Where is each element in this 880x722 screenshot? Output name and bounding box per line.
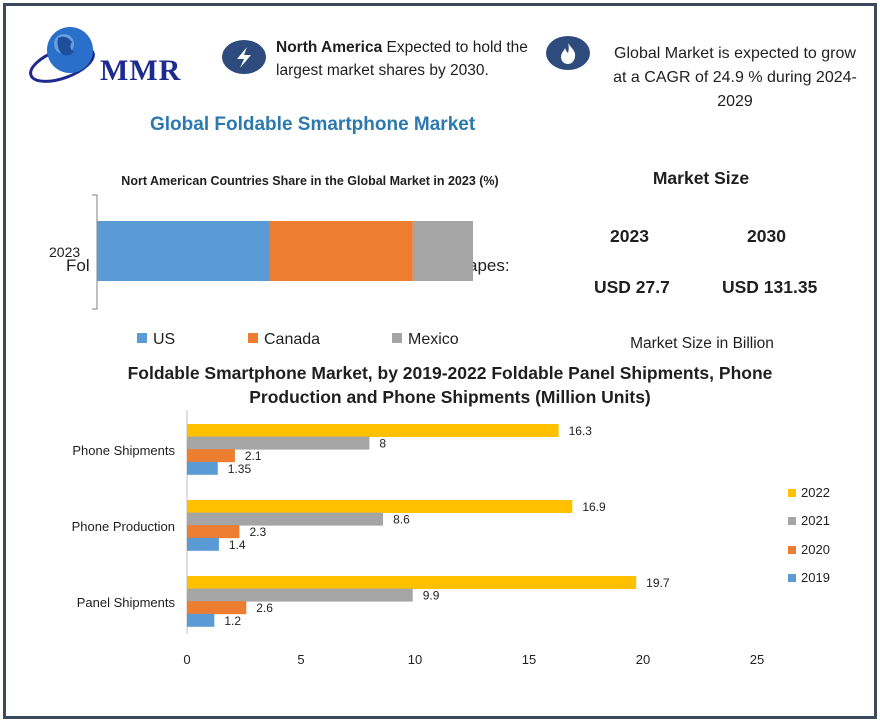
legend-label-2021: 2021 xyxy=(801,513,830,528)
data-label-2021-2: 9.9 xyxy=(423,589,440,603)
legend-label: Canada xyxy=(264,331,321,348)
outer-frame xyxy=(3,3,877,719)
data-label-2020-0: 2.1 xyxy=(245,449,262,463)
data-label-2019-1: 1.4 xyxy=(229,538,246,552)
legend-item-us: US xyxy=(137,331,175,349)
bar-2022-0 xyxy=(187,424,559,437)
data-label-2021-1: 8.6 xyxy=(393,513,410,527)
market-value-b: USD 131.35 xyxy=(722,277,818,297)
bar-2021-0 xyxy=(187,436,370,450)
mmr-logo: MMR xyxy=(28,20,198,92)
overlap-text-right: apes: xyxy=(468,256,510,275)
legend-label: US xyxy=(153,331,176,348)
legend-label-2020: 2020 xyxy=(801,542,830,557)
x-tick-label-0: 0 xyxy=(183,652,190,667)
data-label-2020-2: 2.6 xyxy=(256,601,273,615)
bar-2019-2 xyxy=(187,613,215,627)
globe-icon xyxy=(29,27,95,83)
bar-2020-1 xyxy=(187,525,240,539)
market-size-unit: Market Size in Billion xyxy=(630,335,774,352)
legend-swatch xyxy=(137,333,147,343)
bar-2022-1 xyxy=(187,500,573,513)
legend-swatch-2020 xyxy=(788,546,796,554)
legend-swatch-2022 xyxy=(788,489,796,497)
bar-2021-1 xyxy=(187,512,384,526)
stacked-category-label: 2023 xyxy=(49,244,80,260)
bar-2019-1 xyxy=(187,537,219,551)
main-title: Global Foldable Smartphone Market xyxy=(150,114,476,135)
logo-text: MMR xyxy=(100,54,182,87)
bar-2019-0 xyxy=(187,461,218,475)
data-label-2020-1: 2.3 xyxy=(249,525,266,539)
category-label-0: Phone Shipments xyxy=(72,443,175,458)
legend-label-2022: 2022 xyxy=(801,485,830,500)
market-year-b: 2030 xyxy=(747,226,786,246)
data-label-2022-0: 16.3 xyxy=(569,424,593,438)
grouped-chart-title: Foldable Smartphone Market, by 2019-2022… xyxy=(127,363,773,407)
data-label-2019-2: 1.2 xyxy=(224,614,241,628)
x-tick-label-4: 20 xyxy=(636,652,650,667)
bar-2020-0 xyxy=(187,449,235,463)
legend-swatch-2019 xyxy=(788,574,796,582)
legend-item-canada: Canada xyxy=(248,331,320,349)
overlap-text-left: Fol xyxy=(66,256,90,275)
legend-swatch xyxy=(392,333,402,343)
data-label-2019-0: 1.35 xyxy=(228,462,252,476)
stacked-bar-us xyxy=(97,221,270,281)
legend-swatch xyxy=(248,333,258,343)
x-tick-label-1: 5 xyxy=(297,652,304,667)
x-tick-label-3: 15 xyxy=(522,652,536,667)
x-tick-label-2: 10 xyxy=(408,652,422,667)
x-tick-label-5: 25 xyxy=(750,652,764,667)
market-size-title: Market Size xyxy=(652,168,750,188)
region-info: North America Expected to hold the large… xyxy=(276,36,546,82)
data-label-2022-1: 16.9 xyxy=(582,500,606,514)
category-label-1: Phone Production xyxy=(72,519,175,534)
grouped-bar-chart: Phone Shipments 16.3 8 2.11.35 Phone Product… xyxy=(72,410,830,667)
legend-swatch-2021 xyxy=(788,517,796,525)
bar-2022-2 xyxy=(187,576,637,589)
stacked-chart-title: Nort American Countries Share in the Glo… xyxy=(121,174,499,188)
legend-label-2019: 2019 xyxy=(801,570,830,585)
legend-label: Mexico xyxy=(408,331,459,348)
data-label-2021-0: 8 xyxy=(379,437,386,451)
legend-item-mexico: Mexico xyxy=(392,331,459,349)
stacked-bar-canada xyxy=(269,221,413,281)
stacked-bar-mexico xyxy=(412,221,473,281)
market-value-a: USD 27.7 xyxy=(594,277,670,297)
category-label-2: Panel Shipments xyxy=(77,595,176,610)
stacked-axis-line xyxy=(92,194,98,310)
region-text: Expected to hold the largest market shar… xyxy=(276,39,528,79)
market-year-a: 2023 xyxy=(610,226,649,246)
lightning-icon xyxy=(222,40,266,74)
flame-icon xyxy=(546,36,590,70)
bar-2021-2 xyxy=(187,588,413,602)
stacked-bar-chart: 2023 xyxy=(49,194,473,310)
cagr-info: Global Market is expected to grow at a C… xyxy=(613,45,857,110)
data-label-2022-2: 19.7 xyxy=(646,576,670,590)
bar-2020-2 xyxy=(187,601,247,615)
region-name: North America xyxy=(276,39,383,56)
